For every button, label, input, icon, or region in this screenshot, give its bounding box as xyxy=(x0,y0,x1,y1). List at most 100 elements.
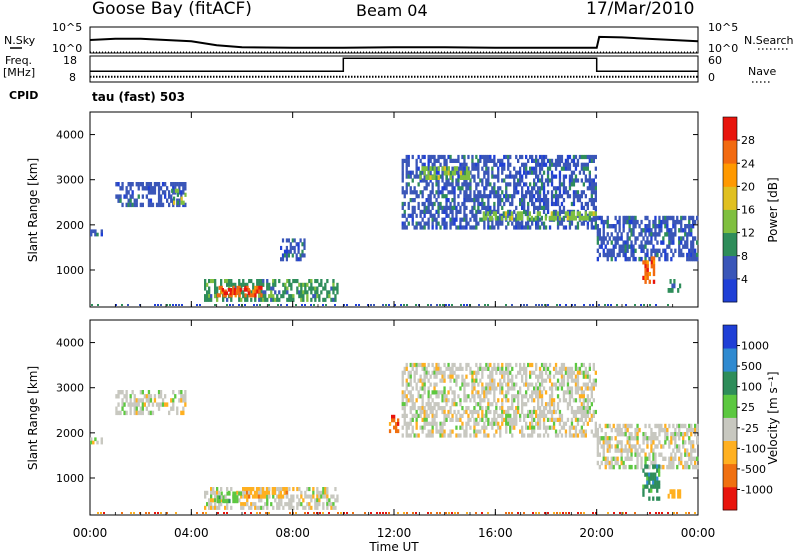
power-cell xyxy=(471,198,474,203)
power-cell xyxy=(531,194,534,199)
power-cell xyxy=(582,170,585,175)
velocity-cell xyxy=(654,480,657,485)
velocity-cell xyxy=(423,406,426,411)
power-cell xyxy=(511,201,514,207)
power-cell xyxy=(692,252,695,258)
power-cell xyxy=(658,228,661,233)
velocity-cell xyxy=(429,402,432,407)
velocity-cell xyxy=(550,390,554,395)
velocity-cell xyxy=(580,394,583,399)
power-cell xyxy=(558,154,562,160)
xtick-label: 00:00 xyxy=(681,526,716,540)
power-cell xyxy=(538,190,542,195)
power-cell xyxy=(168,194,171,199)
velocity-cell xyxy=(574,390,578,395)
power-cell xyxy=(654,236,657,241)
velocity-cell xyxy=(525,378,528,383)
velocity-cell xyxy=(531,398,534,403)
velocity-cell xyxy=(475,378,478,383)
velocity-cell xyxy=(660,464,663,470)
velocity-cell xyxy=(251,487,255,492)
power-ground-cell xyxy=(253,304,255,306)
power-cell xyxy=(445,221,448,226)
velocity-cell xyxy=(479,429,482,434)
power-cell xyxy=(481,205,484,210)
velocity-cell xyxy=(441,390,444,395)
velocity-cell xyxy=(281,494,284,499)
velocity-cell xyxy=(596,440,599,445)
velocity-cell xyxy=(441,398,444,403)
power-cell xyxy=(133,202,136,208)
power-cell xyxy=(485,213,488,218)
velocity-ground-cell xyxy=(376,512,378,514)
velocity-ground-cell xyxy=(448,512,450,514)
velocity-cell xyxy=(316,498,319,503)
power-cell xyxy=(281,257,285,262)
power-cell xyxy=(515,205,518,210)
power-cell xyxy=(664,256,667,262)
power-cell xyxy=(534,215,537,221)
velocity-cell xyxy=(495,370,498,375)
velocity-cell xyxy=(511,433,514,438)
velocity-cell xyxy=(686,464,689,470)
power-cell xyxy=(540,178,544,183)
power-cell xyxy=(588,186,591,191)
velocity-cell xyxy=(550,386,554,391)
power-cell xyxy=(548,215,551,221)
power-cell xyxy=(287,253,290,258)
velocity-cell xyxy=(650,484,653,489)
velocity-cell xyxy=(642,468,645,473)
power-cell xyxy=(208,294,211,299)
velocity-cell xyxy=(602,436,605,441)
velocity-cell xyxy=(505,390,508,395)
power-cell xyxy=(477,170,480,175)
power-cell xyxy=(602,240,605,245)
velocity-cell xyxy=(648,476,651,481)
velocity-cell xyxy=(296,505,299,510)
power-cell xyxy=(570,174,574,179)
power-cell xyxy=(301,242,304,247)
velocity-cell xyxy=(272,505,275,510)
power-cell xyxy=(445,213,448,218)
velocity-cell xyxy=(405,382,408,387)
power-cell xyxy=(415,162,418,167)
velocity-cell xyxy=(614,427,617,433)
power-cell xyxy=(475,213,478,218)
power-cell xyxy=(493,201,496,207)
velocity-cell xyxy=(473,398,476,403)
velocity-cell xyxy=(421,366,424,371)
velocity-cell xyxy=(285,490,288,495)
velocity-cell xyxy=(409,417,412,422)
nsky-label: N.Sky xyxy=(4,34,36,47)
power-cell xyxy=(451,217,454,222)
power-cell xyxy=(529,190,532,195)
power-cell xyxy=(586,205,589,210)
power-cell xyxy=(546,205,550,210)
power-cell xyxy=(180,182,183,187)
velocity-cell xyxy=(658,468,661,473)
power-cell xyxy=(537,158,540,163)
power-cell xyxy=(443,170,446,176)
velocity-cell xyxy=(650,444,653,449)
velocity-cell xyxy=(437,362,440,368)
velocity-cell xyxy=(483,386,486,391)
velocity-cell xyxy=(447,366,450,371)
power-cell xyxy=(127,190,130,195)
power-cell xyxy=(411,190,414,195)
power-cell xyxy=(692,256,695,262)
power-cell xyxy=(538,217,542,222)
power-cell xyxy=(262,294,265,299)
velocity-cell xyxy=(664,432,667,437)
power-cell xyxy=(274,279,277,284)
power-cell xyxy=(477,158,480,163)
velocity-cell xyxy=(525,402,528,407)
velocity-cell xyxy=(451,429,454,434)
velocity-cell xyxy=(491,402,494,407)
velocity-cell xyxy=(421,362,424,368)
power-cell xyxy=(600,219,603,225)
velocity-cell xyxy=(636,427,639,433)
power-cell xyxy=(256,285,259,290)
velocity-cell xyxy=(592,409,595,415)
power-cell xyxy=(507,166,510,171)
velocity-cell xyxy=(586,421,589,426)
